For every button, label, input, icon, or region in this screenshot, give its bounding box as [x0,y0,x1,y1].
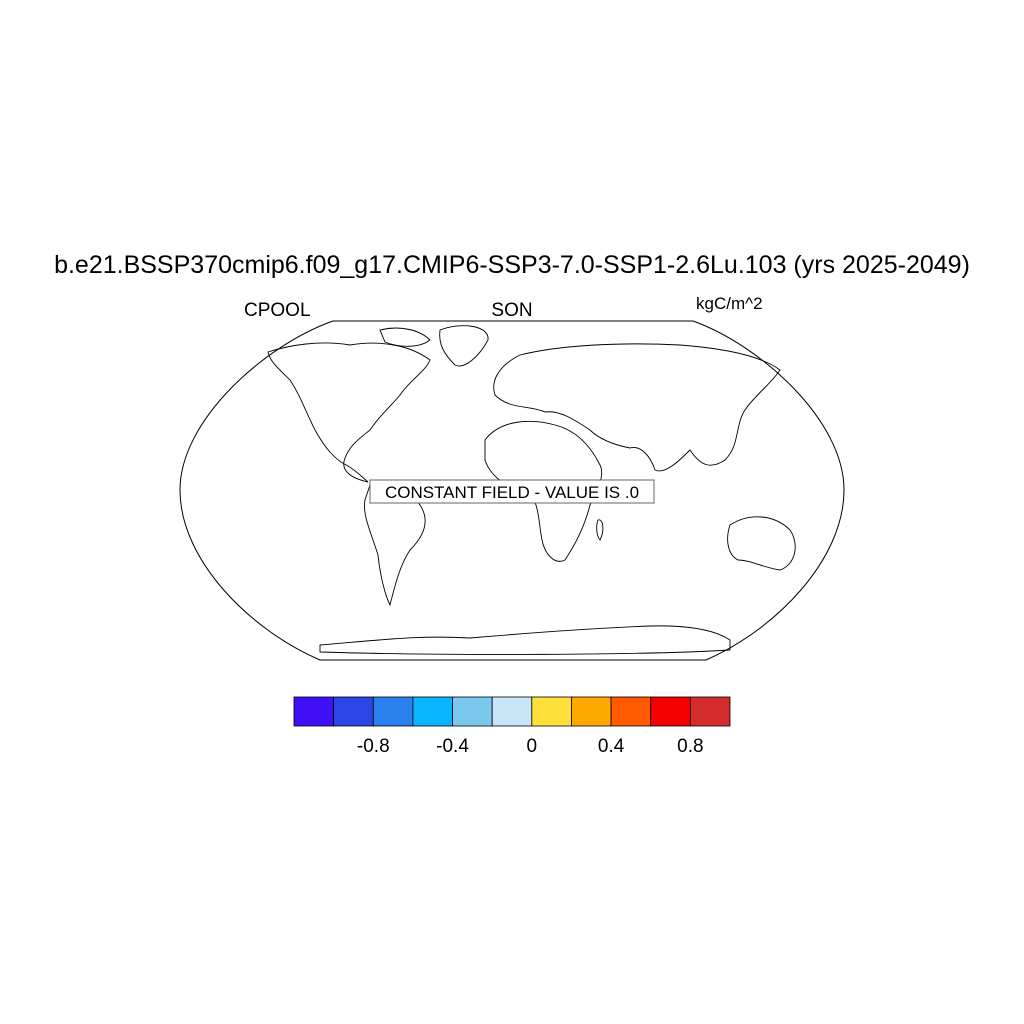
colorbar-box [412,696,453,727]
center-string: SON [491,300,532,321]
colorbar-box [293,696,335,727]
constant-field-label: CONSTANT FIELD - VALUE IS .0 [385,483,639,502]
colorbar-tick-label: -0.8 [357,736,390,757]
colorbar-box [531,696,572,727]
colorbar-box [689,696,731,727]
colorbar-labels: -0.8 -0.4 0 0.4 0.8 [357,736,704,757]
colorbar-tick-label: 0.8 [677,736,703,757]
colorbar-box [610,696,652,727]
colorbar-tick-label: 0.4 [598,736,625,757]
map-panel: CONSTANT FIELD - VALUE IS .0 [179,320,845,661]
colorbar [293,696,731,727]
constant-field-box [369,479,655,504]
right-string: kgC/m^2 [696,294,763,313]
colorbar-box [491,696,533,727]
colorbar-box [650,696,691,727]
colorbar-tick-label: -0.4 [436,736,469,757]
colorbar-box [452,696,493,727]
colorbar-tick-label: 0 [527,736,538,757]
plot-title: b.e21.BSSP370cmip6.f09_g17.CMIP6-SSP3-7.… [54,251,970,279]
colorbar-box [571,696,612,727]
colorbar-box [372,696,414,727]
colorbar-box [333,696,374,727]
left-string: CPOOL [244,300,311,321]
